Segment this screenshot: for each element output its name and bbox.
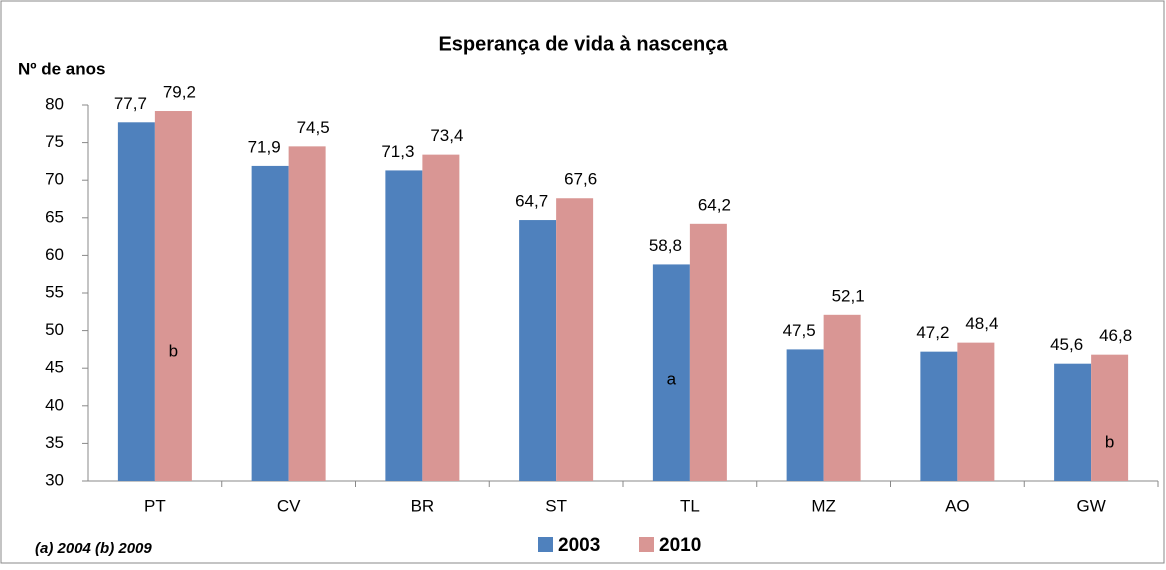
- legend-label: 2010: [659, 535, 701, 556]
- bar: [786, 349, 824, 481]
- data-label: 47,2: [916, 323, 949, 342]
- bar: [288, 146, 326, 482]
- x-tick-label: BR: [411, 496, 435, 515]
- bar: [1091, 354, 1129, 481]
- bar: [957, 342, 995, 481]
- bar: [556, 198, 594, 482]
- data-label: 67,6: [564, 170, 597, 189]
- legend-label: 2003: [558, 535, 600, 556]
- x-tick-label: AO: [945, 496, 970, 515]
- bar: [154, 111, 192, 482]
- x-tick-label: MZ: [811, 496, 836, 515]
- y-tick-label: 30: [45, 470, 64, 489]
- x-tick-label: PT: [144, 496, 166, 515]
- footnote: (a) 2004 (b) 2009: [35, 540, 152, 557]
- y-tick-label: 80: [45, 94, 64, 113]
- x-tick-label: ST: [545, 496, 567, 515]
- data-label: 71,9: [248, 137, 281, 156]
- bar: [689, 223, 727, 482]
- bar: [117, 122, 155, 482]
- data-label: 46,8: [1099, 326, 1132, 345]
- data-label: 52,1: [832, 286, 865, 305]
- y-axis-label: Nº de anos: [18, 59, 105, 78]
- bar: [422, 154, 460, 481]
- data-label: 47,5: [783, 321, 816, 340]
- y-tick-label: 50: [45, 320, 64, 339]
- data-label: 77,7: [114, 94, 147, 113]
- y-tick-label: 70: [45, 170, 64, 189]
- data-label: 58,8: [649, 236, 682, 255]
- bar: [823, 314, 861, 481]
- bar: [652, 264, 690, 481]
- bar: [920, 351, 958, 481]
- data-label: 45,6: [1050, 335, 1083, 354]
- chart-title: Esperança de vida à nascença: [438, 33, 728, 55]
- annotation: b: [1105, 432, 1114, 451]
- annotation: b: [169, 341, 178, 360]
- data-label: 64,2: [698, 195, 731, 214]
- data-label: 73,4: [430, 126, 463, 145]
- bar: [519, 220, 557, 481]
- annotation: a: [667, 369, 677, 388]
- y-tick-label: 60: [45, 245, 64, 264]
- x-tick-label: CV: [277, 496, 301, 515]
- y-tick-label: 35: [45, 433, 64, 452]
- y-tick-label: 45: [45, 358, 64, 377]
- x-tick-label: GW: [1076, 496, 1105, 515]
- data-label: 79,2: [163, 83, 196, 102]
- bar: [385, 170, 423, 481]
- legend-swatch: [639, 537, 654, 552]
- data-label: 48,4: [965, 314, 998, 333]
- y-tick-label: 55: [45, 282, 64, 301]
- x-tick-label: TL: [680, 496, 700, 515]
- data-label: 74,5: [297, 118, 330, 137]
- bar: [251, 165, 289, 482]
- y-tick-label: 65: [45, 207, 64, 226]
- y-tick-label: 75: [45, 132, 64, 151]
- y-tick-label: 40: [45, 395, 64, 414]
- data-label: 71,3: [381, 142, 414, 161]
- legend-swatch: [538, 537, 553, 552]
- bar: [1054, 363, 1092, 481]
- data-label: 64,7: [515, 192, 548, 211]
